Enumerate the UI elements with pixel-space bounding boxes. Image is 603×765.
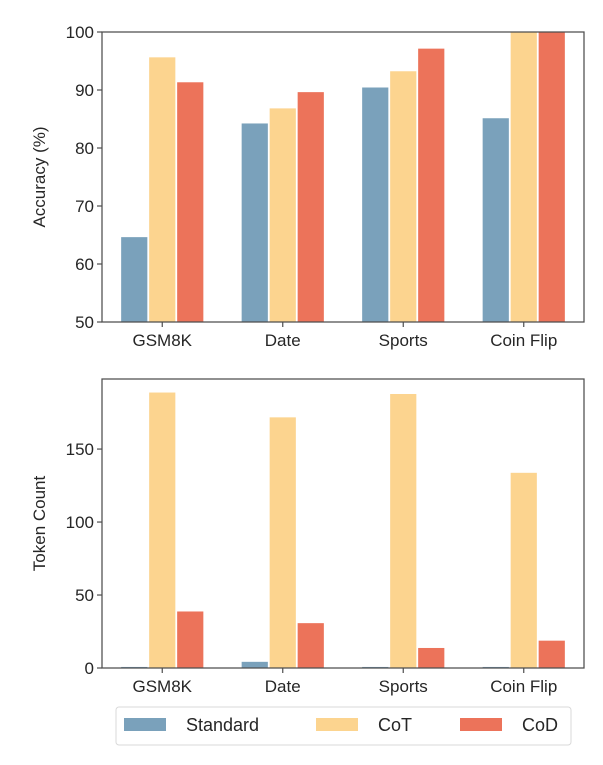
token-y-tick-label: 100: [66, 513, 94, 532]
legend: Standard CoT CoD: [115, 706, 572, 746]
accuracy-bar-cot-sports: [389, 70, 418, 323]
accuracy-y-axis-title: Accuracy (%): [30, 126, 49, 227]
legend-swatch-standard: [124, 718, 166, 731]
token-bar-cod-date: [296, 622, 325, 669]
token-y-axis-title: Token Count: [30, 475, 49, 571]
token-bar-cod-coin-flip: [537, 639, 566, 669]
token-x-tick-label: Coin Flip: [490, 677, 557, 696]
token-x-tick-label: Date: [265, 677, 301, 696]
token-bar-cot-coin-flip: [509, 472, 538, 669]
token-axes-frame: [101, 378, 585, 669]
token-y-tick-label: 50: [75, 586, 94, 605]
accuracy-y-tick-label: 60: [75, 255, 94, 274]
accuracy-bar-cot-coin-flip: [509, 31, 538, 323]
accuracy-bar-cod-gsm8k: [176, 81, 205, 323]
legend-label-standard: Standard: [186, 715, 259, 735]
legend-swatch-cot: [316, 718, 358, 731]
token-bar-cod-sports: [417, 647, 446, 669]
accuracy-bar-standard-coin-flip: [481, 117, 510, 323]
accuracy-x-tick-label: Date: [265, 331, 301, 350]
accuracy-axes-frame: [101, 31, 585, 323]
token-bar-cot-sports: [389, 393, 418, 669]
accuracy-bar-cod-sports: [417, 47, 446, 323]
token-bar-cod-gsm8k: [176, 610, 205, 669]
accuracy-y-tick-label: 100: [66, 23, 94, 42]
legend-label-cod: CoD: [522, 715, 558, 735]
accuracy-chart: 50 60 70 80 90 100 GSM8K Date Sports Coin Flip Acc…: [30, 23, 585, 350]
accuracy-x-tick-label: Sports: [379, 331, 428, 350]
token-x-tick-label: GSM8K: [132, 677, 192, 696]
accuracy-x-tick-label: GSM8K: [132, 331, 192, 350]
token-count-chart: 0 50 100 150 GSM8K Date Sports Coin Flip Token C…: [30, 378, 585, 696]
accuracy-bar-cod-coin-flip: [537, 31, 566, 323]
accuracy-y-tick-label: 70: [75, 197, 94, 216]
accuracy-bar-cod-date: [296, 91, 325, 323]
token-y-tick-label: 0: [85, 659, 94, 678]
accuracy-y-tick-label: 80: [75, 139, 94, 158]
accuracy-bar-standard-sports: [361, 86, 390, 323]
accuracy-bar-standard-gsm8k: [120, 236, 149, 323]
legend-swatch-cod: [460, 718, 502, 731]
accuracy-bar-standard-date: [240, 122, 269, 323]
accuracy-y-tick-label: 50: [75, 313, 94, 332]
token-bar-cot-gsm8k: [148, 391, 177, 669]
accuracy-y-tick-label: 90: [75, 81, 94, 100]
token-y-tick-label: 150: [66, 440, 94, 459]
accuracy-bar-cot-gsm8k: [148, 56, 177, 323]
accuracy-x-tick-label: Coin Flip: [490, 331, 557, 350]
legend-label-cot: CoT: [378, 715, 412, 735]
token-bar-cot-date: [268, 416, 297, 669]
token-x-tick-label: Sports: [379, 677, 428, 696]
token-bar-standard-date: [240, 661, 269, 669]
accuracy-bar-cot-date: [268, 107, 297, 323]
